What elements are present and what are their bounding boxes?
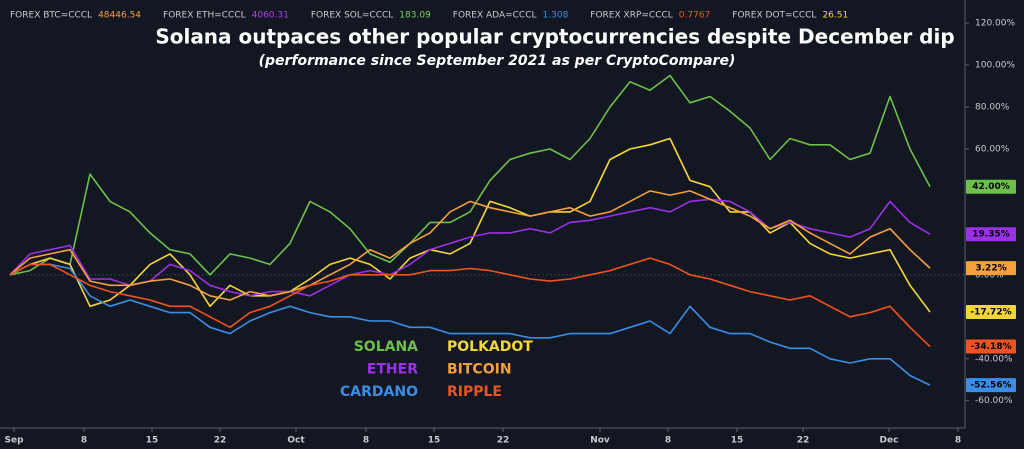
ticker-value: 4060.31 <box>252 11 289 21</box>
end-badge: 42.00% <box>966 179 1016 194</box>
ticker-name: FOREX BTC=CCCL <box>10 11 92 21</box>
series-line <box>9 74 931 276</box>
ticker-name: FOREX ADA=CCCL <box>453 11 537 21</box>
x-tick-label: 15 <box>428 436 441 446</box>
y-tick-label: 0.00% <box>975 270 1004 280</box>
x-tick-label: Nov <box>590 436 610 446</box>
x-tick-label: Dec <box>880 436 899 446</box>
badge-bg <box>966 305 1016 320</box>
y-tick-label: -40.00% <box>975 354 1013 364</box>
x-tick-label: 8 <box>955 436 961 446</box>
series-line <box>9 137 931 313</box>
y-tick-label: 80.00% <box>975 103 1010 113</box>
ticker-value: 0.7767 <box>679 11 711 21</box>
x-tick-label: 15 <box>731 436 744 446</box>
x-tick-label: 22 <box>497 436 510 446</box>
ticker-value: 1.308 <box>543 11 569 21</box>
end-badge: -52.56% <box>966 378 1016 393</box>
badge-label: -34.18% <box>970 342 1011 352</box>
ticker-name: FOREX DOT=CCCL <box>732 11 816 21</box>
series-line <box>9 190 931 301</box>
badge-bg <box>966 339 1016 354</box>
x-tick-label: 22 <box>214 436 227 446</box>
ticker-name: FOREX XRP=CCCL <box>590 11 672 21</box>
x-tick-label: Sep <box>4 436 24 446</box>
ticker-name: FOREX ETH=CCCL <box>163 11 246 21</box>
end-badge: 3.22% <box>966 261 1016 276</box>
y-tick-label: 100.00% <box>975 61 1015 71</box>
x-tick-label: 22 <box>797 436 810 446</box>
badge-label: -17.72% <box>970 308 1011 318</box>
x-tick-label: 15 <box>146 436 159 446</box>
ticker-value: 48446.54 <box>98 11 141 21</box>
x-tick-label: 8 <box>81 436 87 446</box>
chart-subtitle: (performance since September 2021 as per… <box>259 53 736 69</box>
legend-entry: ETHER <box>367 362 418 378</box>
legend-entry: SOLANA <box>354 339 418 355</box>
badge-label: 19.35% <box>972 230 1010 240</box>
end-badge: -34.18% <box>966 339 1016 354</box>
ticker-name: FOREX SOL=CCCL <box>311 11 393 21</box>
badge-bg <box>966 261 1016 276</box>
badge-label: -52.56% <box>970 381 1011 391</box>
badge-bg <box>966 227 1016 242</box>
y-tick-label: 120.00% <box>975 19 1015 29</box>
legend-entry: BITCOIN <box>447 362 512 378</box>
y-tick-label: -60.00% <box>975 396 1013 406</box>
badge-bg <box>966 179 1016 194</box>
legend-entry: CARDANO <box>340 384 418 400</box>
series-line <box>9 263 931 386</box>
ticker-value: 183.09 <box>399 11 431 21</box>
chart-title: Solana outpaces other popular cryptocurr… <box>155 25 954 49</box>
y-tick-label: 60.00% <box>975 144 1010 154</box>
end-badge: 19.35% <box>966 227 1016 242</box>
x-tick-label: Oct <box>287 436 305 446</box>
end-badge: -17.72% <box>966 305 1016 320</box>
ticker-value: 26.51 <box>822 11 848 21</box>
legend-entry: RIPPLE <box>447 384 502 400</box>
badge-label: 3.22% <box>975 264 1006 274</box>
series-line <box>9 257 931 348</box>
badge-bg <box>966 378 1016 393</box>
badge-label: 42.00% <box>972 182 1010 192</box>
x-tick-label: 8 <box>363 436 369 446</box>
legend-entry: POLKADOT <box>447 339 533 355</box>
x-tick-label: 8 <box>665 436 671 446</box>
